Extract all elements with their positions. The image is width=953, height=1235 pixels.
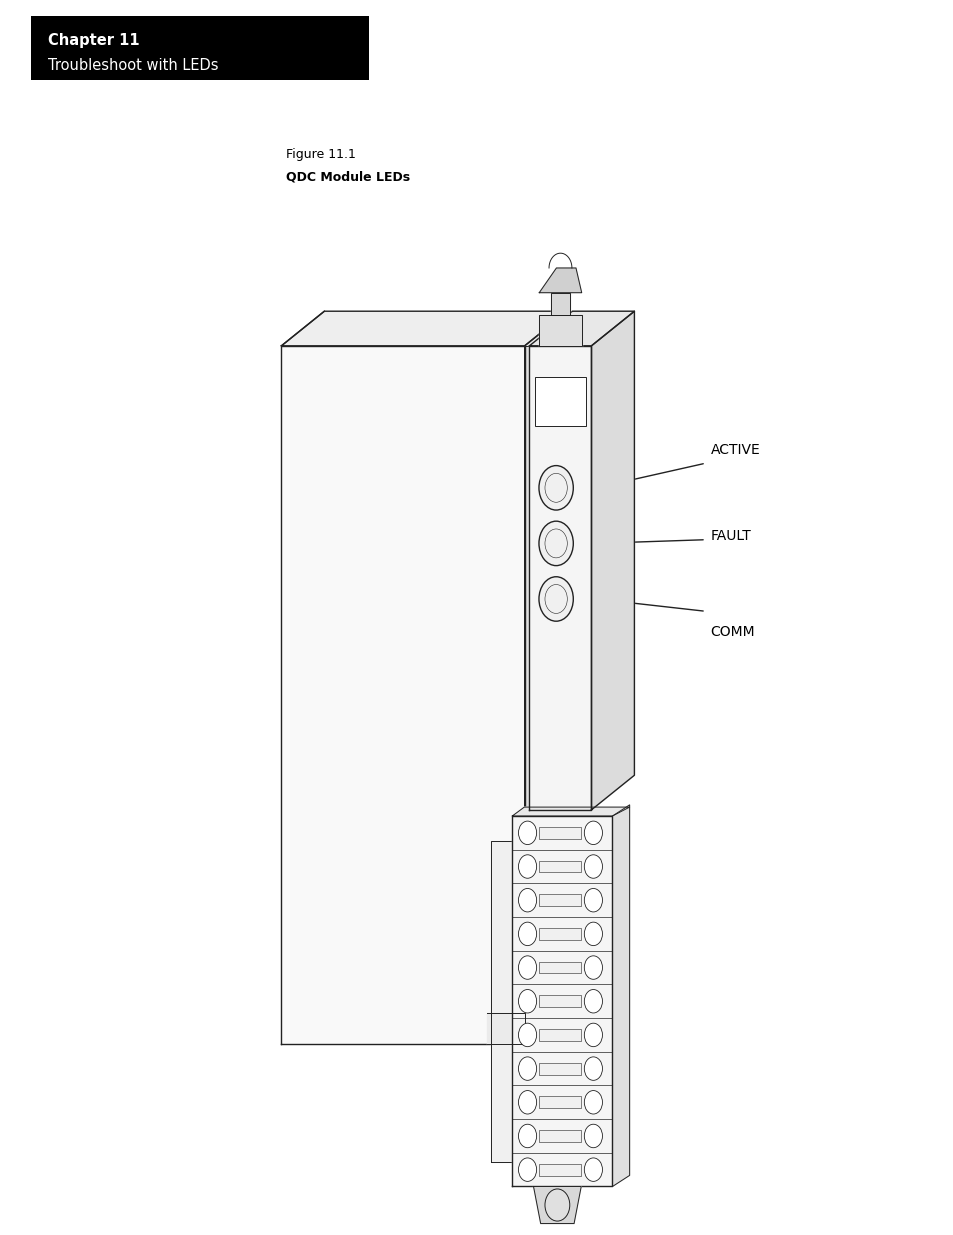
Polygon shape (512, 808, 629, 816)
Polygon shape (486, 1013, 524, 1044)
Text: Figure 11.1: Figure 11.1 (286, 148, 355, 161)
Polygon shape (612, 805, 629, 1187)
Polygon shape (491, 841, 515, 1162)
Bar (539, 995, 581, 1007)
Circle shape (518, 1057, 536, 1081)
Circle shape (583, 956, 602, 979)
Text: Chapter 11: Chapter 11 (48, 33, 139, 48)
Circle shape (518, 888, 536, 911)
Circle shape (583, 923, 602, 946)
Bar (539, 894, 581, 906)
Circle shape (544, 1189, 569, 1221)
Polygon shape (591, 311, 634, 810)
Text: QDC Module LEDs: QDC Module LEDs (286, 170, 410, 183)
Bar (539, 1130, 581, 1142)
Circle shape (583, 821, 602, 845)
Polygon shape (550, 293, 570, 315)
Circle shape (583, 888, 602, 911)
Bar (539, 1097, 581, 1108)
Circle shape (518, 1124, 536, 1147)
Polygon shape (538, 315, 581, 346)
Bar (539, 1029, 581, 1041)
Text: COMM: COMM (710, 625, 755, 640)
Bar (539, 927, 581, 940)
Polygon shape (529, 311, 634, 346)
Polygon shape (524, 311, 634, 346)
Circle shape (518, 855, 536, 878)
Circle shape (538, 466, 573, 510)
Bar (539, 962, 581, 973)
Circle shape (538, 521, 573, 566)
Bar (539, 1163, 581, 1176)
Circle shape (583, 1023, 602, 1046)
Circle shape (518, 1091, 536, 1114)
Circle shape (518, 989, 536, 1013)
Bar (535, 377, 585, 426)
Bar (539, 827, 581, 839)
Circle shape (518, 1158, 536, 1182)
Polygon shape (281, 311, 567, 346)
Bar (539, 1062, 581, 1074)
Polygon shape (281, 346, 524, 1044)
Bar (539, 861, 581, 872)
Circle shape (518, 821, 536, 845)
Circle shape (583, 989, 602, 1013)
Polygon shape (512, 816, 612, 1187)
Polygon shape (533, 1187, 580, 1224)
Polygon shape (538, 268, 581, 293)
Text: FAULT: FAULT (710, 529, 751, 543)
Circle shape (583, 1158, 602, 1182)
Circle shape (518, 956, 536, 979)
Polygon shape (524, 311, 567, 1044)
Bar (30, 16, 369, 80)
Circle shape (583, 1124, 602, 1147)
Text: ACTIVE: ACTIVE (710, 442, 760, 457)
Circle shape (583, 1091, 602, 1114)
Circle shape (518, 923, 536, 946)
Polygon shape (529, 346, 591, 810)
Circle shape (518, 1023, 536, 1046)
Text: Troubleshoot with LEDs: Troubleshoot with LEDs (48, 58, 218, 73)
Circle shape (583, 855, 602, 878)
Circle shape (538, 577, 573, 621)
Circle shape (583, 1057, 602, 1081)
